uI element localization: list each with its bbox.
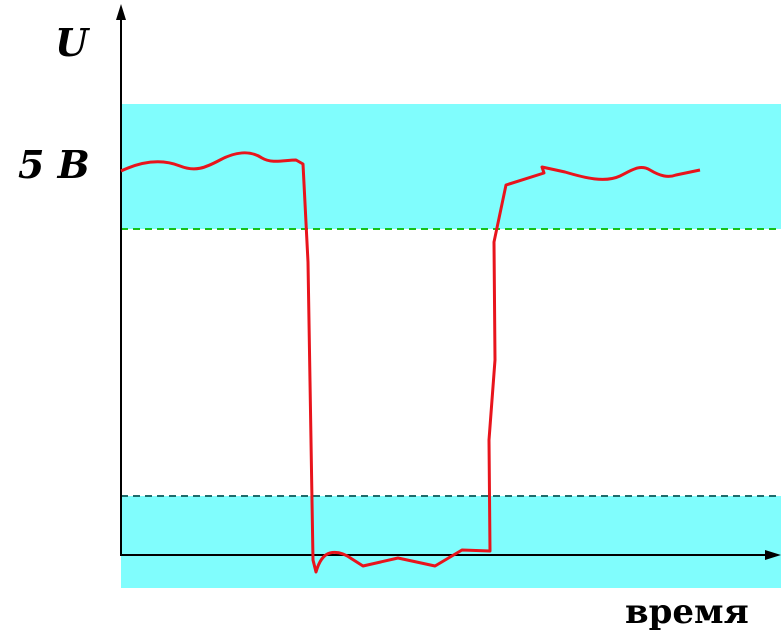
y-axis-label: U — [55, 20, 89, 65]
y-axis-arrowhead — [116, 4, 126, 20]
low-level-zone — [121, 496, 781, 588]
high-level-voltage-label: 5 B — [18, 142, 90, 187]
x-axis-arrowhead — [765, 550, 781, 560]
signal-waveform — [120, 151, 701, 574]
x-axis-label: время — [625, 592, 749, 632]
high-level-zone — [121, 104, 781, 229]
